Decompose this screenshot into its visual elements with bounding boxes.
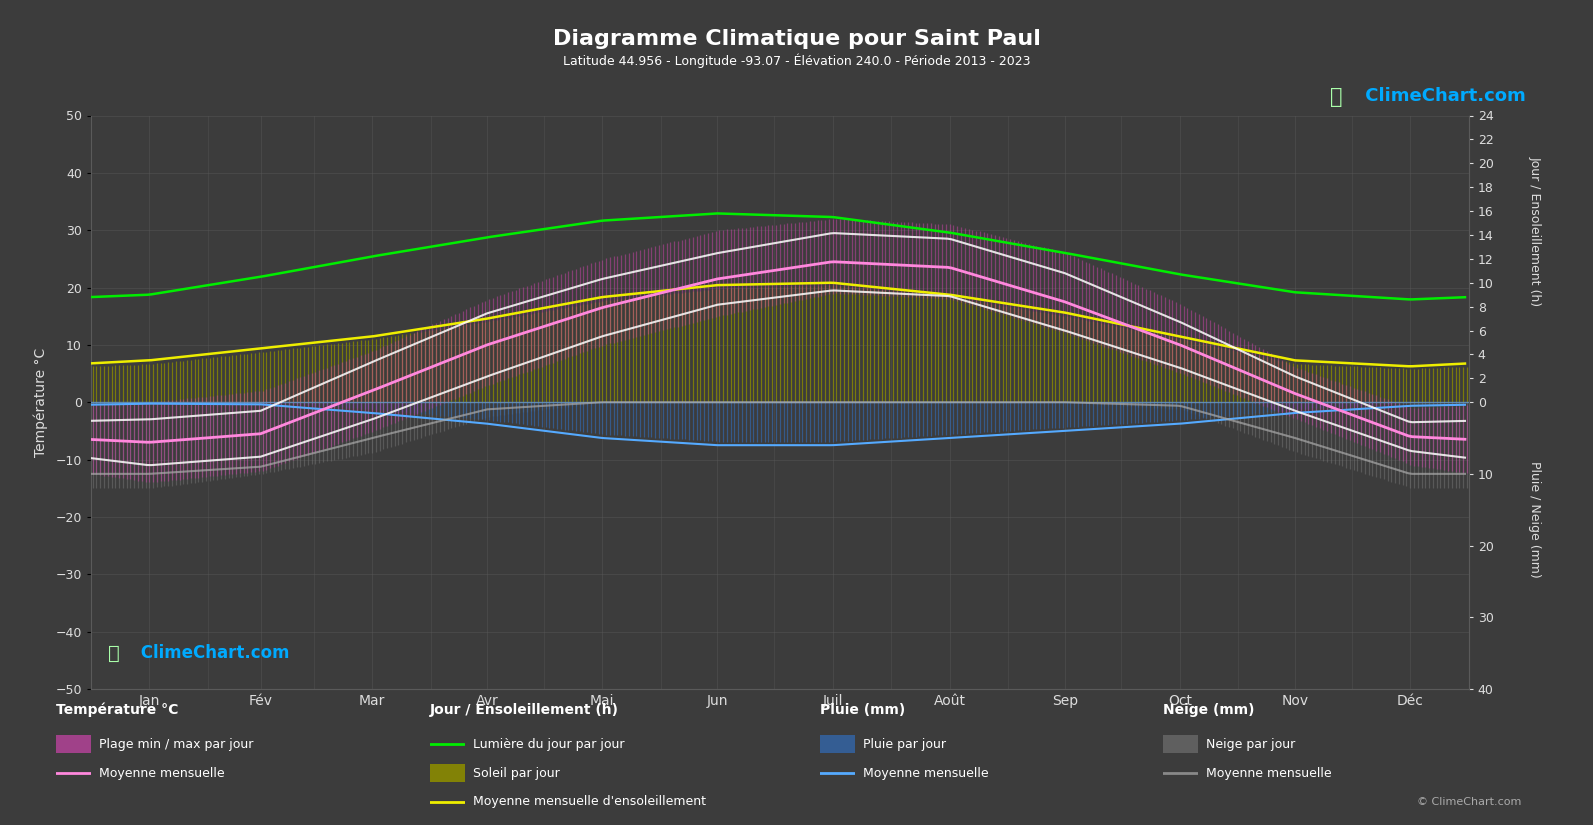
Text: Pluie (mm): Pluie (mm)	[820, 703, 906, 717]
Text: 🌍: 🌍	[1330, 87, 1343, 106]
Text: ClimeChart.com: ClimeChart.com	[1359, 87, 1526, 105]
Text: Moyenne mensuelle d'ensoleillement: Moyenne mensuelle d'ensoleillement	[473, 795, 706, 808]
Text: 🌍: 🌍	[108, 644, 119, 662]
Text: Diagramme Climatique pour Saint Paul: Diagramme Climatique pour Saint Paul	[553, 29, 1040, 49]
Text: Moyenne mensuelle: Moyenne mensuelle	[863, 766, 989, 780]
Text: ClimeChart.com: ClimeChart.com	[135, 644, 290, 662]
Text: Soleil par jour: Soleil par jour	[473, 766, 559, 780]
Text: Pluie par jour: Pluie par jour	[863, 738, 946, 751]
Text: © ClimeChart.com: © ClimeChart.com	[1416, 797, 1521, 807]
Text: Jour / Ensoleillement (h): Jour / Ensoleillement (h)	[1528, 156, 1542, 306]
Text: Moyenne mensuelle: Moyenne mensuelle	[1206, 766, 1332, 780]
Y-axis label: Température °C: Température °C	[33, 347, 48, 457]
Text: Latitude 44.956 - Longitude -93.07 - Élévation 240.0 - Période 2013 - 2023: Latitude 44.956 - Longitude -93.07 - Élé…	[562, 54, 1031, 68]
Text: Jour / Ensoleillement (h): Jour / Ensoleillement (h)	[430, 703, 620, 717]
Text: Plage min / max par jour: Plage min / max par jour	[99, 738, 253, 751]
Text: Moyenne mensuelle: Moyenne mensuelle	[99, 766, 225, 780]
Text: Pluie / Neige (mm): Pluie / Neige (mm)	[1528, 461, 1542, 578]
Text: Neige (mm): Neige (mm)	[1163, 703, 1254, 717]
Text: Neige par jour: Neige par jour	[1206, 738, 1295, 751]
Text: Température °C: Température °C	[56, 702, 178, 717]
Text: Lumière du jour par jour: Lumière du jour par jour	[473, 738, 624, 751]
